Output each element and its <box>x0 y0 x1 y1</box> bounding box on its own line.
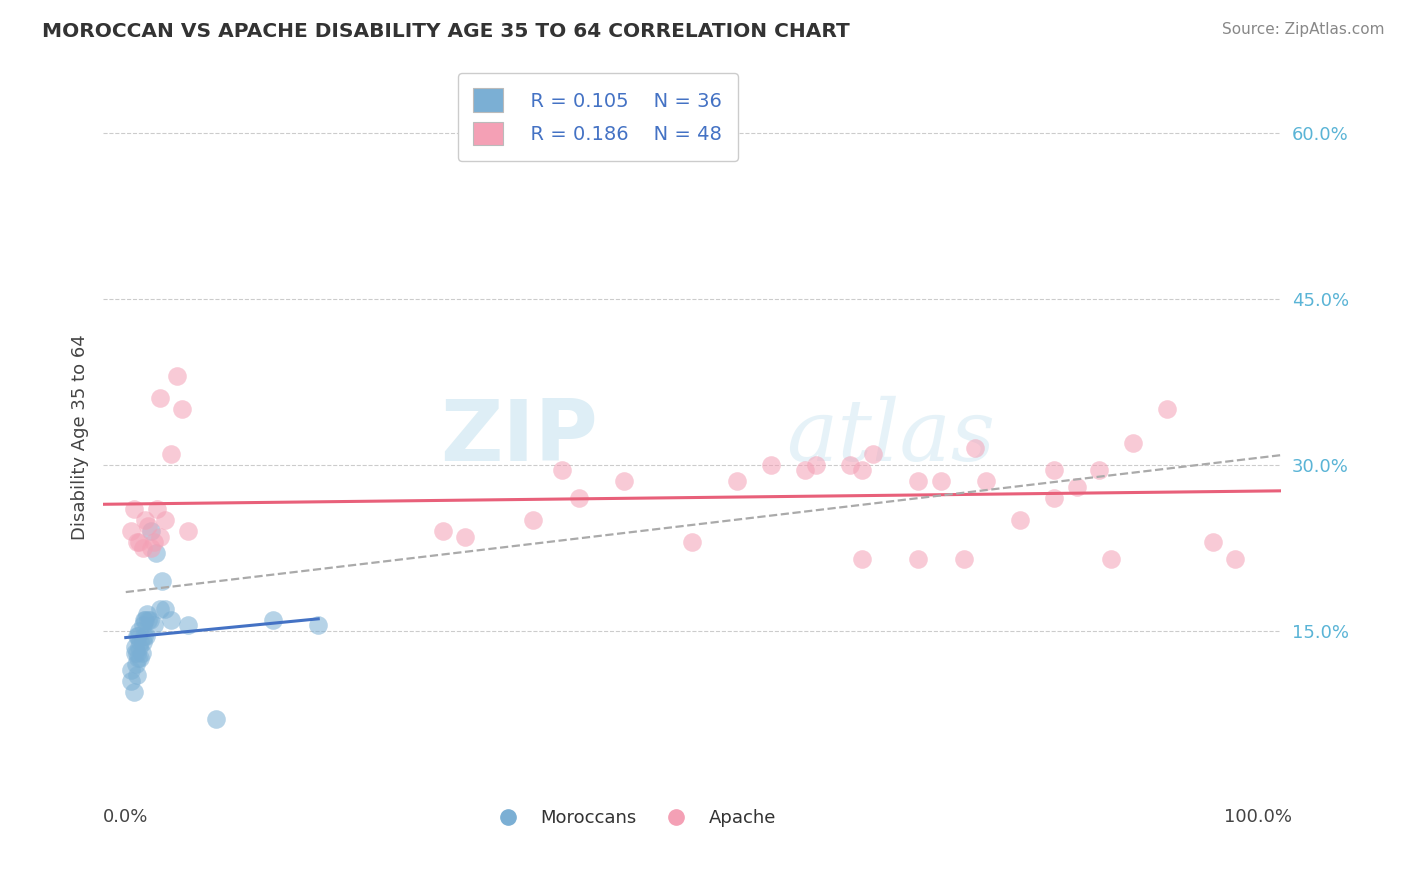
Point <box>907 552 929 566</box>
Point <box>794 463 817 477</box>
Point <box>149 392 172 406</box>
Point <box>1156 402 1178 417</box>
Point <box>851 552 873 566</box>
Point <box>155 601 177 615</box>
Point <box>131 646 153 660</box>
Point <box>127 651 149 665</box>
Point <box>138 613 160 627</box>
Point <box>132 635 155 649</box>
Point <box>550 463 572 477</box>
Point <box>132 629 155 643</box>
Point <box>134 513 156 527</box>
Point <box>160 447 183 461</box>
Point <box>929 475 952 489</box>
Text: atlas: atlas <box>786 396 995 478</box>
Point <box>759 458 782 472</box>
Point <box>120 673 142 688</box>
Point <box>862 447 884 461</box>
Point <box>432 524 454 538</box>
Text: ZIP: ZIP <box>440 396 598 479</box>
Point <box>132 613 155 627</box>
Point <box>122 684 145 698</box>
Point <box>128 624 150 638</box>
Text: Source: ZipAtlas.com: Source: ZipAtlas.com <box>1222 22 1385 37</box>
Point <box>1010 513 1032 527</box>
Point <box>120 663 142 677</box>
Point <box>139 524 162 538</box>
Point <box>522 513 544 527</box>
Point <box>143 618 166 632</box>
Point <box>127 629 149 643</box>
Point <box>136 607 159 622</box>
Point <box>725 475 748 489</box>
Point <box>125 657 148 671</box>
Point <box>132 541 155 555</box>
Point <box>127 646 149 660</box>
Legend: Moroccans, Apache: Moroccans, Apache <box>482 802 783 835</box>
Point <box>129 635 152 649</box>
Point <box>613 475 636 489</box>
Point <box>143 535 166 549</box>
Point <box>262 613 284 627</box>
Point <box>132 618 155 632</box>
Point <box>839 458 862 472</box>
Point <box>454 530 477 544</box>
Point <box>149 530 172 544</box>
Point <box>1122 435 1144 450</box>
Point <box>952 552 974 566</box>
Point <box>145 546 167 560</box>
Point <box>177 524 200 538</box>
Point <box>146 502 169 516</box>
Point <box>129 651 152 665</box>
Point <box>160 613 183 627</box>
Point <box>127 629 149 643</box>
Point <box>1043 491 1066 505</box>
Point <box>1201 535 1223 549</box>
Point <box>1088 463 1111 477</box>
Point <box>139 541 162 555</box>
Point <box>172 402 194 417</box>
Point <box>681 535 703 549</box>
Point <box>124 640 146 655</box>
Point <box>128 535 150 549</box>
Point <box>120 524 142 538</box>
Point <box>568 491 591 505</box>
Point <box>1225 552 1247 566</box>
Point <box>205 712 228 726</box>
Point <box>149 601 172 615</box>
Text: MOROCCAN VS APACHE DISABILITY AGE 35 TO 64 CORRELATION CHART: MOROCCAN VS APACHE DISABILITY AGE 35 TO … <box>42 22 851 41</box>
Y-axis label: Disability Age 35 to 64: Disability Age 35 to 64 <box>72 334 89 540</box>
Point <box>166 369 188 384</box>
Point <box>128 640 150 655</box>
Point <box>122 502 145 516</box>
Point <box>806 458 828 472</box>
Point <box>974 475 997 489</box>
Point <box>127 668 149 682</box>
Point <box>150 574 173 588</box>
Point <box>155 513 177 527</box>
Point <box>307 618 329 632</box>
Point <box>177 618 200 632</box>
Point <box>135 629 157 643</box>
Point <box>134 613 156 627</box>
Point <box>138 613 160 627</box>
Point <box>1066 480 1088 494</box>
Point <box>907 475 929 489</box>
Point <box>851 463 873 477</box>
Point <box>1099 552 1122 566</box>
Point <box>124 646 146 660</box>
Point <box>1043 463 1066 477</box>
Point <box>963 441 986 455</box>
Point <box>127 535 149 549</box>
Point <box>138 518 160 533</box>
